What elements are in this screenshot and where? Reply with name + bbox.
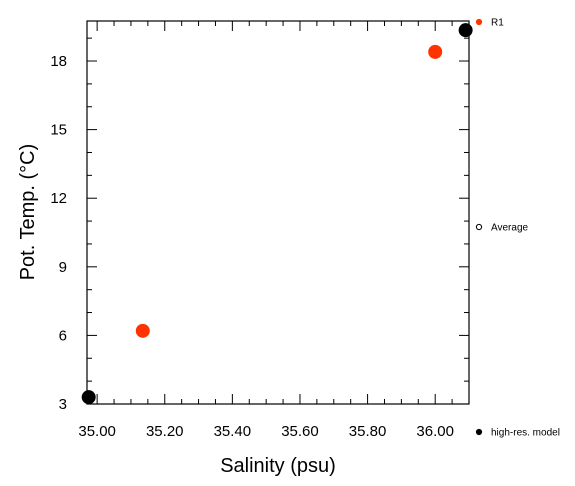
tick-labels: 35.00 35.20 35.40 35.60 35.80 36.00 3 6 9 12 15 18 <box>50 53 454 440</box>
x-tick-label: 36.00 <box>416 423 454 440</box>
y-tick-label: 9 <box>59 259 67 276</box>
data-points <box>81 23 473 405</box>
x-tick-label: 35.80 <box>349 423 387 440</box>
legend-label: high-res. model <box>491 428 560 439</box>
y-tick-label: 18 <box>50 53 67 70</box>
x-tick-label: 35.20 <box>146 423 184 440</box>
plot-frame <box>86 20 470 405</box>
data-point <box>458 23 473 38</box>
legend-label: R1 <box>491 18 504 29</box>
y-tick-label: 3 <box>59 396 67 413</box>
y-axis-label: Pot. Temp. (°C) <box>17 144 39 281</box>
y-tick-label: 6 <box>59 327 67 344</box>
y-tick-label: 12 <box>50 190 67 207</box>
legend-marker <box>475 428 483 436</box>
legend-marker <box>475 223 483 231</box>
y-tick-label: 15 <box>50 122 67 139</box>
data-point <box>81 390 96 405</box>
legend-label: Average <box>491 223 529 234</box>
data-point <box>135 323 150 338</box>
data-point <box>428 44 443 59</box>
minor-ticks <box>87 21 470 404</box>
x-tick-label: 35.40 <box>214 423 252 440</box>
legend: R1 Average high-res. model <box>475 18 560 439</box>
x-tick-label: 35.00 <box>78 423 116 440</box>
x-axis-label: Salinity (psu) <box>220 455 336 477</box>
legend-marker <box>475 18 483 26</box>
x-tick-label: 35.60 <box>281 423 319 440</box>
